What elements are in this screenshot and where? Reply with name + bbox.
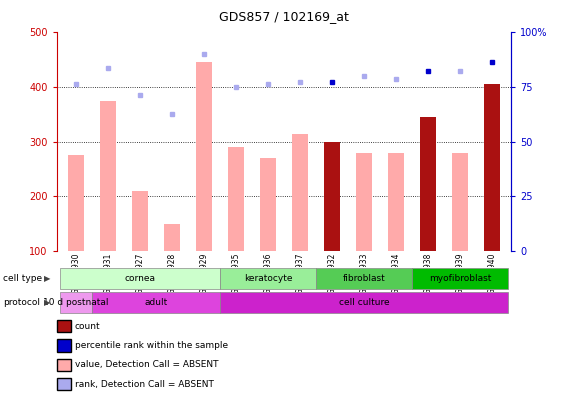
Bar	[388, 153, 404, 251]
Bar	[316, 268, 412, 289]
Bar	[164, 224, 180, 251]
Bar	[196, 62, 212, 251]
Bar	[324, 142, 340, 251]
Bar	[420, 117, 436, 251]
Bar	[452, 153, 468, 251]
Bar	[228, 147, 244, 251]
Bar	[68, 156, 84, 251]
Text: protocol: protocol	[3, 298, 40, 307]
Bar	[484, 84, 500, 251]
Text: myofibroblast: myofibroblast	[429, 274, 491, 283]
Text: fibroblast: fibroblast	[343, 274, 385, 283]
Text: count: count	[75, 322, 101, 330]
Bar	[132, 191, 148, 251]
Bar	[60, 292, 92, 313]
Text: cell culture: cell culture	[339, 298, 389, 307]
Text: adult: adult	[144, 298, 168, 307]
Bar	[292, 134, 308, 251]
Text: ▶: ▶	[44, 298, 50, 307]
Text: 10 d postnatal: 10 d postnatal	[43, 298, 108, 307]
Text: ▶: ▶	[44, 274, 50, 283]
Text: keratocyte: keratocyte	[244, 274, 293, 283]
Bar	[100, 101, 116, 251]
Text: percentile rank within the sample: percentile rank within the sample	[75, 341, 228, 350]
Bar	[220, 268, 316, 289]
Text: cell type: cell type	[3, 274, 42, 283]
Bar	[92, 292, 220, 313]
Bar	[220, 292, 508, 313]
Text: rank, Detection Call = ABSENT: rank, Detection Call = ABSENT	[75, 380, 214, 389]
Bar	[356, 153, 372, 251]
Bar	[260, 158, 276, 251]
Text: value, Detection Call = ABSENT: value, Detection Call = ABSENT	[75, 360, 219, 369]
Bar	[412, 268, 508, 289]
Bar	[60, 268, 220, 289]
Text: cornea: cornea	[124, 274, 156, 283]
Text: GDS857 / 102169_at: GDS857 / 102169_at	[219, 10, 349, 23]
